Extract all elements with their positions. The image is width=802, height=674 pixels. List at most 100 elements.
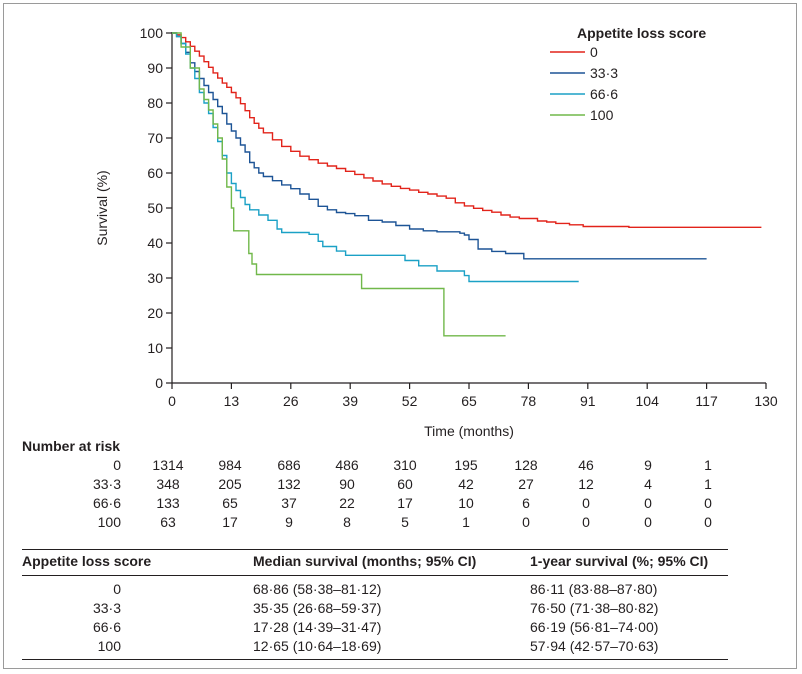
risk-cell: 10: [458, 495, 474, 511]
risk-cell: 133: [156, 495, 180, 511]
y-tick-label: 60: [147, 165, 163, 181]
risk-cell: 65: [222, 495, 238, 511]
table-row-one-year: 86·11 (83·88–87·80): [530, 581, 658, 597]
risk-cell: 5: [401, 514, 409, 530]
risk-cell: 0: [644, 514, 652, 530]
x-tick-label: 104: [636, 393, 660, 409]
risk-cell: 12: [578, 476, 594, 492]
risk-cell: 128: [514, 457, 538, 473]
table-row-median: 68·86 (58·38–81·12): [253, 581, 382, 597]
figure-frame: [3, 3, 797, 669]
risk-row-label: 66·6: [92, 495, 121, 511]
legend-entry-3: 100: [590, 107, 614, 123]
risk-cell: 4: [644, 476, 652, 492]
risk-table-title: Number at risk: [22, 438, 121, 454]
risk-cell: 1: [704, 457, 712, 473]
table-row-score: 33·3: [92, 600, 121, 616]
legend-title: Appetite loss score: [577, 25, 706, 41]
risk-cell: 17: [222, 514, 238, 530]
y-tick-label: 100: [140, 25, 164, 41]
risk-cell: 1: [462, 514, 470, 530]
x-tick-label: 26: [283, 393, 299, 409]
risk-cell: 22: [339, 495, 355, 511]
risk-cell: 0: [704, 514, 712, 530]
risk-cell: 486: [335, 457, 359, 473]
y-tick-label: 0: [155, 375, 163, 391]
risk-cell: 8: [343, 514, 351, 530]
x-tick-label: 130: [754, 393, 778, 409]
survival-curves: [172, 32, 762, 337]
risk-cell: 6: [522, 495, 530, 511]
x-tick-label: 117: [695, 393, 718, 409]
risk-cell: 1314: [152, 457, 184, 473]
header-median: Median survival (months; 95% CI): [253, 553, 477, 569]
legend-entry-0: 0: [590, 44, 598, 60]
table-bottom-rule: [22, 659, 728, 660]
table-header-rule: [22, 575, 728, 576]
risk-cell: 37: [281, 495, 297, 511]
risk-cell: 195: [454, 457, 478, 473]
risk-cell: 90: [339, 476, 355, 492]
risk-cell: 60: [397, 476, 413, 492]
legend-entry-2: 66·6: [590, 86, 618, 102]
x-tick-label: 65: [461, 393, 477, 409]
table-row-one-year: 57·94 (42·57–70·63): [530, 638, 659, 654]
risk-cell: 27: [518, 476, 534, 492]
risk-cell: 0: [644, 495, 652, 511]
legend-entry-1: 33·3: [590, 65, 618, 81]
risk-cell: 9: [644, 457, 652, 473]
risk-cell: 42: [458, 476, 474, 492]
y-tick-label: 80: [147, 95, 163, 111]
risk-cell: 0: [582, 514, 590, 530]
y-axis: 0 10 20 30 40 50 60 70 80 90 100: [140, 25, 173, 391]
y-tick-label: 20: [147, 305, 163, 321]
risk-cell: 686: [277, 457, 301, 473]
legend: 0 33·3 66·6 100: [550, 44, 618, 123]
risk-cell: 310: [393, 457, 417, 473]
y-tick-label: 40: [147, 235, 163, 251]
risk-cell: 0: [704, 495, 712, 511]
y-axis-label: Survival (%): [94, 170, 110, 245]
table-row-score: 100: [97, 638, 121, 654]
series-line-1: [172, 32, 707, 260]
risk-cell: 17: [397, 495, 413, 511]
x-tick-label: 52: [402, 393, 418, 409]
table-row-score: 0: [113, 581, 121, 597]
x-tick-label: 91: [580, 393, 596, 409]
header-score: Appetite loss score: [22, 553, 152, 569]
x-axis: 0 13 26 39 52 65 78 91 104 117 130: [168, 382, 778, 409]
header-one-year: 1-year survival (%; 95% CI): [530, 553, 709, 569]
x-tick-label: 13: [224, 393, 240, 409]
y-tick-label: 70: [147, 130, 163, 146]
risk-cell: 132: [277, 476, 301, 492]
y-tick-label: 90: [147, 60, 163, 76]
y-tick-label: 50: [147, 200, 163, 216]
table-top-rule: [22, 549, 728, 550]
table-row-one-year: 66·19 (56·81–74·00): [530, 619, 659, 635]
survival-chart: 0 10 20 30 40 50 60 70 80 90 100 0 13 26 39 52 65 78 91 10…: [94, 25, 778, 439]
table-row-median: 35·35 (26·68–59·37): [253, 600, 382, 616]
y-tick-label: 30: [147, 270, 163, 286]
risk-cell: 984: [218, 457, 242, 473]
y-tick-label: 10: [147, 340, 163, 356]
risk-cell: 63: [160, 514, 176, 530]
series-line-2: [172, 32, 579, 283]
table-row-median: 12·65 (10·64–18·69): [253, 638, 382, 654]
risk-cell: 0: [582, 495, 590, 511]
risk-row-label: 33·3: [92, 476, 121, 492]
risk-cell: 0: [522, 514, 530, 530]
x-axis-label: Time (months): [424, 423, 514, 439]
risk-cell: 9: [285, 514, 293, 530]
x-tick-label: 0: [168, 393, 176, 409]
x-tick-label: 78: [521, 393, 537, 409]
table-row-one-year: 76·50 (71·38–80·82): [530, 600, 659, 616]
table-row-score: 66·6: [92, 619, 121, 635]
x-tick-label: 39: [342, 393, 358, 409]
risk-cell: 205: [218, 476, 242, 492]
series-line-0: [172, 32, 762, 228]
risk-cell: 348: [156, 476, 180, 492]
risk-cell: 1: [704, 476, 712, 492]
risk-row-label: 0: [113, 457, 121, 473]
table-row-median: 17·28 (14·39–31·47): [253, 619, 382, 635]
risk-row-label: 100: [97, 514, 121, 530]
